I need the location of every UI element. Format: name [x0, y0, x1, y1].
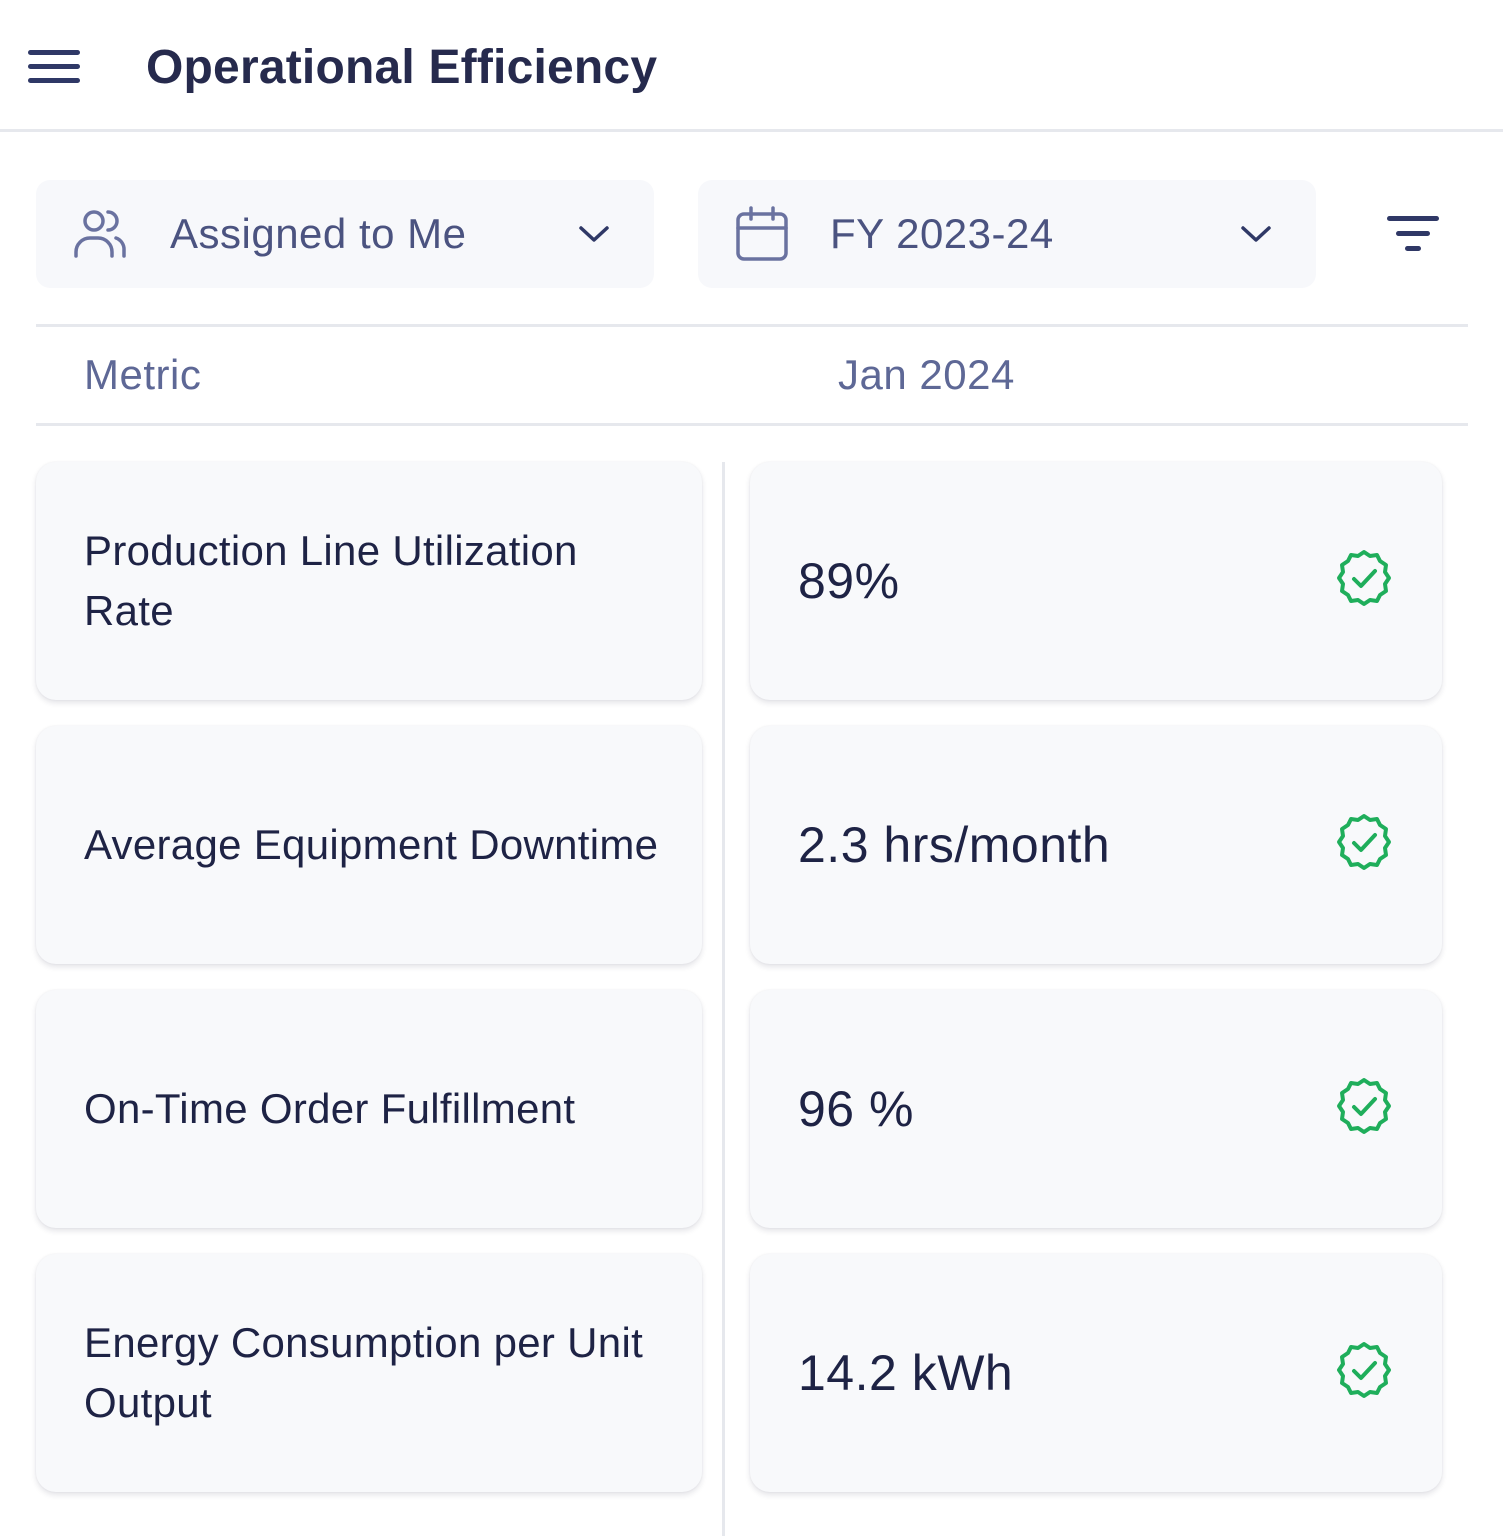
value-card[interactable]: 96 % — [750, 990, 1442, 1228]
column-divider — [722, 462, 725, 1536]
period-filter-dropdown[interactable]: FY 2023-24 — [698, 180, 1316, 288]
metric-name: On-Time Order Fulfillment — [84, 1085, 576, 1132]
metric-value: 96 % — [798, 1081, 914, 1137]
assignee-filter-dropdown[interactable]: Assigned to Me — [36, 180, 654, 288]
column-header-metric: Metric — [84, 351, 202, 398]
metric-name: Production Line Utilization Rate — [84, 527, 578, 634]
metric-name: Average Equipment Downtime — [84, 821, 659, 868]
chevron-down-icon — [1238, 216, 1274, 252]
verified-check-icon — [1337, 550, 1391, 606]
verified-check-icon — [1337, 1342, 1391, 1398]
value-card[interactable]: 2.3 hrs/month — [750, 726, 1442, 964]
app-header: Operational Efficiency — [0, 0, 1503, 132]
assignee-filter-label: Assigned to Me — [170, 210, 467, 257]
users-icon — [70, 206, 130, 262]
column-header-period: Jan 2024 — [838, 351, 1015, 398]
page-title: Operational Efficiency — [146, 41, 658, 94]
verified-check-icon — [1337, 814, 1391, 870]
table-header: Metric Jan 2024 — [36, 324, 1468, 426]
metric-name: Energy Consumption per Unit Output — [84, 1319, 644, 1426]
value-card[interactable]: 89% — [750, 462, 1442, 700]
metric-card[interactable]: Average Equipment Downtime — [36, 726, 702, 964]
metric-value: 2.3 hrs/month — [798, 817, 1111, 873]
metric-card[interactable]: Energy Consumption per Unit Output — [36, 1254, 702, 1492]
metric-card[interactable]: Production Line Utilization Rate — [36, 462, 702, 700]
metric-card[interactable]: On-Time Order Fulfillment — [36, 990, 702, 1228]
chevron-down-icon — [576, 216, 612, 252]
verified-check-icon — [1337, 1078, 1391, 1134]
metric-value: 14.2 kWh — [798, 1345, 1014, 1401]
value-card[interactable]: 14.2 kWh — [750, 1254, 1442, 1492]
hamburger-menu-icon[interactable] — [26, 44, 82, 90]
calendar-icon — [732, 206, 792, 262]
metric-value: 89% — [798, 553, 900, 609]
sort-filter-icon[interactable] — [1384, 212, 1442, 256]
period-filter-label: FY 2023-24 — [830, 210, 1054, 257]
